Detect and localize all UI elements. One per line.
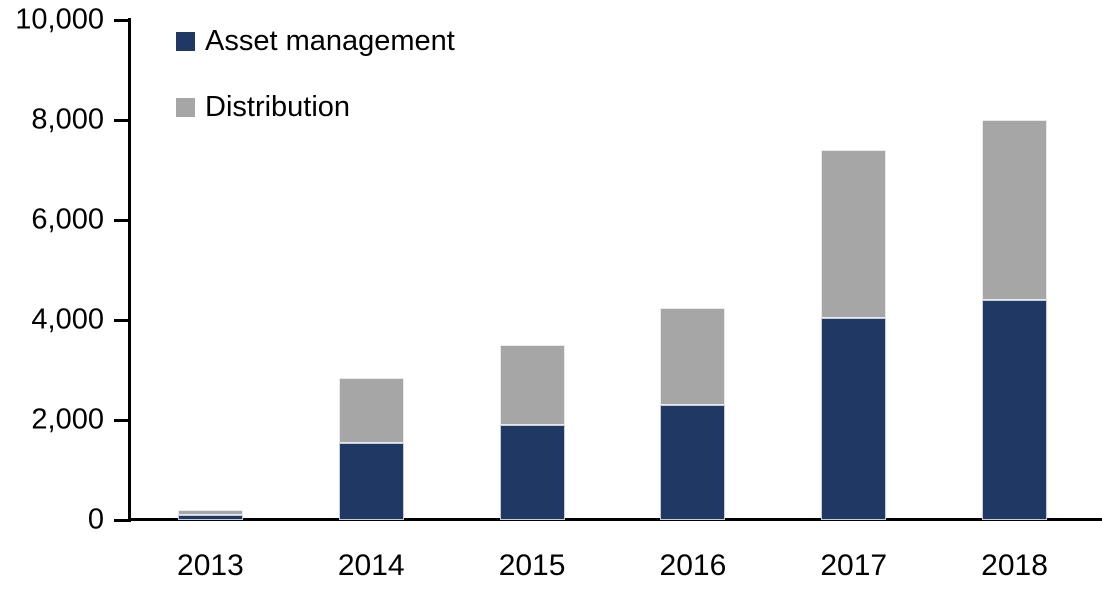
bar-2015 bbox=[499, 345, 565, 520]
x-tick-label: 2013 bbox=[177, 549, 244, 582]
bars-container bbox=[130, 20, 1095, 520]
bar-segment-distribution-2014 bbox=[338, 377, 404, 443]
category-slot-2018 bbox=[934, 20, 1095, 520]
bar-segment-asset-management-2014 bbox=[338, 442, 404, 520]
category-slot-2016 bbox=[612, 20, 773, 520]
x-axis-line bbox=[128, 518, 1102, 521]
legend-item-asset-management: Asset management bbox=[176, 26, 455, 57]
x-tick-label: 2016 bbox=[659, 549, 727, 582]
bar-segment-distribution-2015 bbox=[499, 345, 565, 425]
legend: Asset management Distribution bbox=[176, 26, 455, 123]
x-axis-labels: 2013 2014 2015 2016 2017 2018 bbox=[130, 549, 1095, 583]
y-axis-line bbox=[128, 18, 131, 522]
y-tick-label: 4,000 bbox=[31, 303, 104, 336]
y-tick-label: 0 bbox=[87, 503, 104, 536]
y-axis-tick bbox=[114, 418, 128, 422]
legend-label-distribution: Distribution bbox=[205, 91, 351, 123]
bar-2018 bbox=[982, 120, 1048, 520]
bar-segment-asset-management-2015 bbox=[499, 425, 565, 520]
y-tick-label: 10,000 bbox=[15, 3, 104, 36]
bar-segment-distribution-2016 bbox=[660, 307, 726, 405]
bar-segment-asset-management-2016 bbox=[660, 405, 726, 520]
bar-segment-distribution-2017 bbox=[821, 150, 887, 318]
bar-segment-asset-management-2017 bbox=[821, 317, 887, 520]
y-axis-tick bbox=[114, 18, 128, 22]
category-slot-2015 bbox=[452, 20, 613, 520]
y-axis-tick bbox=[114, 518, 128, 522]
bar-segment-asset-management-2018 bbox=[982, 300, 1048, 520]
bar-segment-distribution-2018 bbox=[982, 120, 1048, 300]
bar-segment-distribution-2013 bbox=[177, 510, 243, 515]
x-tick-label: 2014 bbox=[337, 549, 405, 582]
category-slot-2017 bbox=[773, 20, 934, 520]
bar-2016 bbox=[660, 307, 726, 520]
bar-2013 bbox=[177, 510, 243, 520]
y-tick-label: 2,000 bbox=[31, 403, 104, 436]
legend-swatch-asset-management bbox=[176, 32, 195, 51]
bar-segment-asset-management-2013 bbox=[177, 515, 243, 520]
legend-swatch-distribution bbox=[176, 98, 195, 117]
category-slot-2014 bbox=[291, 20, 452, 520]
bar-2017 bbox=[821, 150, 887, 520]
y-axis-tick bbox=[114, 318, 128, 322]
x-tick-label: 2015 bbox=[498, 549, 566, 582]
legend-item-distribution: Distribution bbox=[176, 92, 455, 123]
plot-area bbox=[130, 20, 1095, 520]
category-slot-2013 bbox=[130, 20, 291, 520]
y-tick-label: 8,000 bbox=[31, 103, 104, 136]
x-tick-label: 2018 bbox=[981, 549, 1048, 582]
y-axis-tick bbox=[114, 218, 128, 222]
y-axis-tick bbox=[114, 118, 128, 122]
y-tick-label: 6,000 bbox=[31, 203, 104, 236]
bar-2014 bbox=[338, 377, 404, 520]
legend-label-asset-management: Asset management bbox=[205, 25, 455, 57]
x-tick-label: 2017 bbox=[820, 549, 888, 582]
